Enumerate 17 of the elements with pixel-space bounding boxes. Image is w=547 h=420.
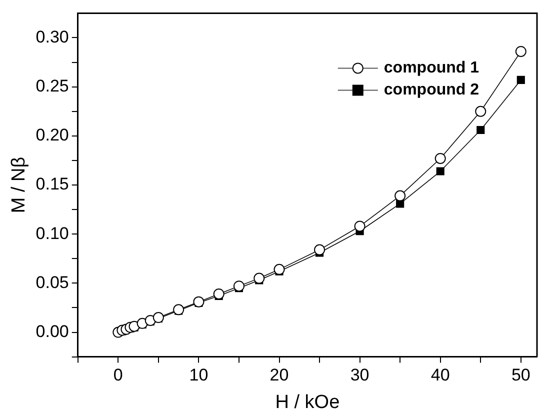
y-tick-label: 0.10 xyxy=(36,224,69,243)
x-tick-label: 50 xyxy=(511,366,530,385)
x-tick-label: 40 xyxy=(430,366,450,385)
x-tick-label: 20 xyxy=(270,366,289,385)
legend-label: compound 2 xyxy=(384,82,480,99)
y-axis-title: M / Nβ xyxy=(8,156,30,214)
x-tick-label: 0 xyxy=(113,366,123,385)
y-tick-label: 0.05 xyxy=(36,272,69,292)
x-axis-title: H / kOe xyxy=(275,392,340,413)
y-tick-label: 0.15 xyxy=(36,174,69,194)
y-tick-label: 0.30 xyxy=(36,27,69,46)
legend-label: compound 1 xyxy=(384,60,480,77)
y-tick-label: 0.00 xyxy=(36,322,69,341)
y-tick-label: 0.20 xyxy=(36,126,69,145)
x-tick-label: 10 xyxy=(189,366,208,385)
y-tick-label: 0.25 xyxy=(36,76,69,96)
x-tick-label: 30 xyxy=(350,366,370,385)
